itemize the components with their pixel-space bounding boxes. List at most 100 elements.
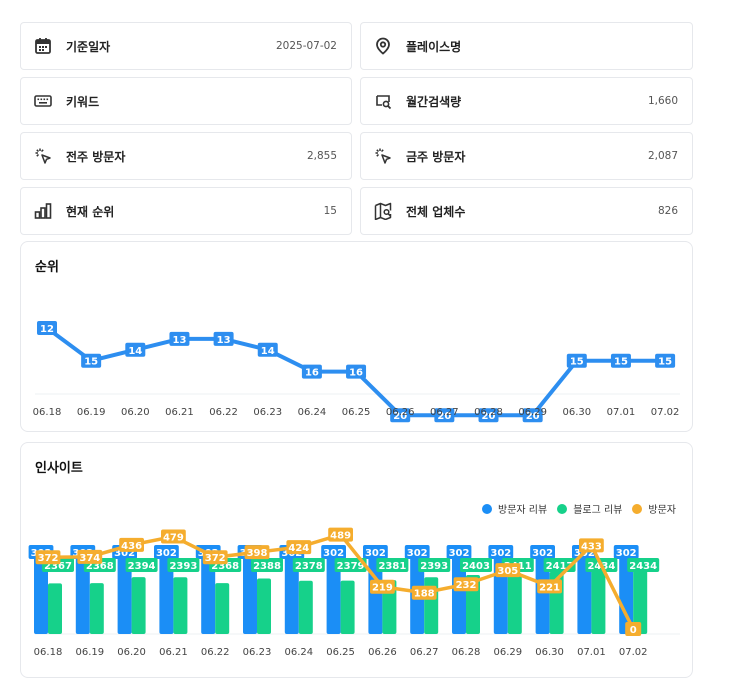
- visit-review-data-label-text: 302: [490, 548, 511, 559]
- blog-review-data-label-bg: [334, 558, 367, 572]
- visitors-data-label: 188: [411, 585, 437, 600]
- insight-legend: 방문자 리뷰 블로그 리뷰 방문자: [472, 501, 676, 516]
- rank-point-label-text: 15: [570, 357, 584, 368]
- cursor-click-icon: [33, 146, 53, 166]
- blog-review-data-label-bg: [376, 558, 409, 572]
- rank-x-tick-label: 07.01: [607, 407, 636, 418]
- visitors-data-label-bg: [537, 579, 562, 594]
- visit-review-data-label-text: 302: [323, 548, 344, 559]
- insight-x-tick-label: 06.26: [368, 647, 397, 658]
- insight-x-tick-label: 06.24: [284, 647, 313, 658]
- legend-dot-icon: [482, 503, 493, 514]
- blog-review-data-label: 2379: [334, 558, 367, 572]
- rank-x-tick-label: 06.19: [77, 407, 106, 418]
- blog-review-data-label-text: 2381: [378, 561, 406, 572]
- visitors-data-label-bg: [328, 527, 353, 542]
- map-search-icon: [373, 201, 393, 221]
- info-card-total-businesses: 전체 업체수 826: [360, 187, 693, 235]
- blog-review-bar: [633, 567, 648, 634]
- visitors-data-label-text: 221: [539, 582, 560, 593]
- blog-review-data-label-bg: [460, 558, 492, 572]
- visitors-data-label: 232: [453, 577, 479, 592]
- rank-point-label: 14: [257, 342, 278, 357]
- rank-x-tick-label: 06.26: [386, 407, 415, 418]
- rank-point-label: 13: [213, 331, 234, 346]
- this-week-visitors-value: 2,087: [647, 150, 678, 162]
- rank-line-chart: 12 15 14 13 13 14 16 16 20 20 20 20 15 15 15 06.18 06.19…: [33, 321, 680, 423]
- blog-review-bar: [507, 573, 522, 634]
- visit-review-data-label-text: 302: [407, 548, 428, 559]
- rank-x-tick-label: 07.02: [651, 407, 680, 418]
- visit-review-data-label-bg: [321, 545, 346, 559]
- visit-review-data-label: 302: [530, 545, 555, 559]
- rank-point-label: 16: [346, 364, 367, 379]
- calendar-icon: [33, 36, 53, 56]
- rank-point-label-text: 15: [614, 357, 628, 368]
- blog-review-data-label-bg: [251, 558, 283, 572]
- blog-review-data-label-bg: [125, 558, 158, 572]
- blog-review-data-label: 2403: [460, 558, 492, 572]
- insight-combo-chart: 3023023023023023023023023023023023023023…: [28, 527, 680, 658]
- blog-review-data-label: 2434: [627, 558, 660, 572]
- rank-point-label-text: 16: [349, 368, 363, 379]
- rank-point-label: 15: [610, 353, 631, 368]
- blog-review-data-label: 2393: [167, 558, 200, 572]
- legend-label-blog-review: 블로그 리뷰: [573, 505, 623, 516]
- visit-review-data-label-bg: [446, 545, 472, 559]
- rank-point-label-text: 15: [84, 357, 98, 368]
- blog-review-bar: [173, 577, 188, 634]
- visitors-data-label-text: 188: [414, 589, 435, 600]
- visitors-data-label-text: 372: [205, 553, 226, 564]
- rank-x-tick-label: 06.18: [33, 407, 62, 418]
- insight-x-tick-label: 06.23: [243, 647, 272, 658]
- rank-point-label-text: 14: [261, 346, 275, 357]
- visitors-data-label-text: 219: [372, 583, 393, 594]
- visitors-data-label-text: 305: [497, 566, 518, 577]
- last-week-visitors-label: 전주 방문자: [66, 149, 126, 164]
- visitors-data-label: 305: [495, 563, 521, 578]
- keyboard-icon: [33, 91, 53, 111]
- visitors-data-label: 372: [35, 550, 61, 565]
- visitors-data-label-bg: [202, 550, 228, 565]
- legend-item-blog-review[interactable]: 블로그 리뷰: [557, 501, 622, 516]
- rank-x-tick-label: 06.27: [430, 407, 459, 418]
- visit-review-data-label: 302: [613, 545, 639, 559]
- visitors-data-label: 424: [286, 540, 312, 555]
- visit-review-data-label: 302: [363, 545, 388, 559]
- total-businesses-label: 전체 업체수: [406, 204, 466, 219]
- visitors-data-label: 374: [77, 549, 103, 564]
- visit-review-data-label-text: 302: [449, 548, 470, 559]
- visitors-data-label-bg: [495, 563, 521, 578]
- visit-review-data-label-bg: [530, 545, 555, 559]
- blog-review-data-label-text: 2368: [86, 561, 114, 572]
- visit-review-data-label-text: 302: [114, 548, 135, 559]
- rank-point-label-text: 13: [172, 335, 186, 346]
- blog-review-data-label-text: 2403: [462, 561, 490, 572]
- insight-x-tick-label: 06.21: [159, 647, 188, 658]
- legend-item-visit-review[interactable]: 방문자 리뷰: [482, 501, 547, 516]
- blog-review-data-label: 2388: [251, 558, 283, 572]
- rank-point-label: 20: [434, 408, 455, 423]
- rank-point-label-bg: [655, 353, 676, 368]
- visitors-data-label-text: 479: [163, 533, 184, 544]
- visit-review-data-label-bg: [613, 545, 639, 559]
- monthly-search-label: 월간검색량: [406, 94, 462, 109]
- blog-review-data-label: 2381: [376, 558, 409, 572]
- legend-label-visit-review: 방문자 리뷰: [498, 505, 548, 516]
- visit-review-data-label-bg: [363, 545, 388, 559]
- blog-review-data-label-text: 2388: [253, 561, 281, 572]
- blog-review-bar: [89, 583, 104, 634]
- rank-point-label-bg: [125, 342, 146, 357]
- rank-point-label-text: 15: [658, 357, 672, 368]
- rank-point-label: 20: [522, 408, 543, 423]
- rank-point-label-bg: [610, 353, 631, 368]
- rank-point-label-bg: [346, 364, 367, 379]
- rank-x-tick-label: 06.22: [209, 407, 238, 418]
- rank-point-label-text: 14: [128, 346, 142, 357]
- visitors-data-label: 372: [202, 550, 228, 565]
- blog-review-bar: [257, 578, 271, 634]
- rank-point-label-bg: [522, 408, 543, 423]
- visitors-data-label-text: 424: [288, 543, 309, 554]
- rank-point-label-text: 20: [526, 411, 540, 422]
- legend-item-visitors[interactable]: 방문자: [632, 501, 676, 516]
